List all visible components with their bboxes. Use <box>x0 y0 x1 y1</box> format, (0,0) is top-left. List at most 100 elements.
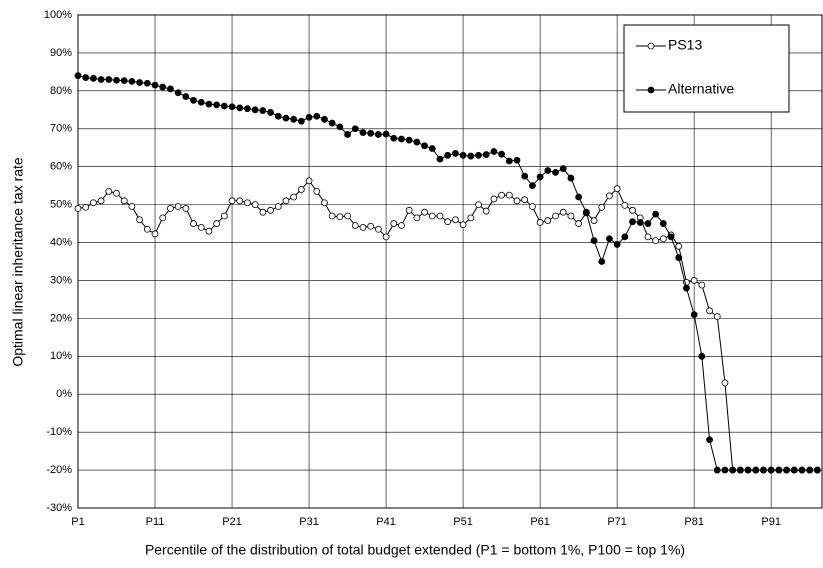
data-point <box>798 466 806 474</box>
data-point <box>482 207 490 215</box>
data-point <box>259 107 267 114</box>
data-point <box>529 182 536 190</box>
data-point <box>82 203 90 211</box>
data-point <box>305 113 313 121</box>
data-point <box>552 168 559 176</box>
data-point <box>505 191 513 199</box>
data-point <box>721 379 729 387</box>
data-point <box>97 76 105 83</box>
x-tick-label: P41 <box>376 516 396 528</box>
data-point <box>536 173 544 181</box>
legend-marker <box>647 42 655 50</box>
data-point <box>790 466 798 474</box>
data-point <box>74 72 82 80</box>
data-point <box>428 145 436 152</box>
data-point <box>282 114 290 122</box>
data-point <box>344 212 351 220</box>
data-point <box>305 177 313 185</box>
y-tick-label: 20% <box>50 312 72 324</box>
data-point <box>690 277 698 284</box>
data-point <box>567 212 575 220</box>
data-point <box>521 196 529 204</box>
data-point <box>544 217 552 224</box>
data-point <box>290 115 298 123</box>
data-point <box>136 216 144 224</box>
data-point <box>143 79 151 87</box>
data-point <box>582 208 590 216</box>
data-point <box>220 212 228 220</box>
data-point <box>606 192 613 200</box>
data-point <box>451 150 459 157</box>
data-point <box>344 131 351 138</box>
data-point <box>636 219 644 226</box>
data-point <box>598 203 606 211</box>
data-point <box>498 191 506 199</box>
data-point <box>505 157 513 165</box>
data-point <box>436 212 444 220</box>
data-point <box>621 201 629 209</box>
data-point <box>475 151 482 159</box>
data-point <box>113 76 120 84</box>
data-point <box>706 307 713 315</box>
data-point <box>652 237 660 245</box>
data-point <box>143 225 151 233</box>
x-tick-label: P11 <box>146 516 165 528</box>
data-point <box>128 77 136 85</box>
data-point <box>444 151 452 159</box>
data-point <box>328 119 336 127</box>
x-tick-label: P91 <box>761 516 781 528</box>
data-point <box>436 155 444 163</box>
data-point <box>259 208 267 216</box>
series-line <box>77 75 818 471</box>
data-point <box>513 156 521 164</box>
data-point <box>629 206 636 214</box>
data-point <box>120 77 128 85</box>
data-point <box>159 83 167 91</box>
data-point <box>713 466 721 474</box>
data-point <box>105 187 113 195</box>
data-point <box>367 129 375 137</box>
y-tick-label: 0% <box>56 388 72 400</box>
data-point <box>97 197 105 205</box>
data-point <box>459 221 467 229</box>
data-point <box>683 284 690 292</box>
data-point <box>321 199 328 207</box>
x-tick-label: P1 <box>71 516 84 528</box>
data-point <box>428 212 436 220</box>
data-point <box>413 214 421 222</box>
data-point <box>467 214 475 222</box>
x-tick-label: P21 <box>222 516 242 528</box>
legend-label: PS13 <box>668 37 702 53</box>
data-point <box>659 220 667 227</box>
data-point <box>552 212 559 220</box>
y-tick-label: 60% <box>50 161 72 173</box>
data-point <box>205 100 213 108</box>
data-point <box>82 74 90 81</box>
data-point <box>498 150 506 158</box>
data-point <box>90 74 97 82</box>
y-tick-label: 80% <box>50 85 72 97</box>
data-point <box>213 220 221 227</box>
data-point <box>321 115 328 123</box>
data-point <box>421 208 428 216</box>
data-point <box>736 466 744 474</box>
plot-border <box>77 14 823 509</box>
data-point <box>813 466 821 474</box>
data-point <box>467 152 475 160</box>
data-point <box>244 199 251 207</box>
data-point <box>667 233 675 241</box>
data-point <box>74 205 82 212</box>
data-point <box>351 222 359 229</box>
x-tick-label: P61 <box>530 516 550 528</box>
data-point <box>197 223 205 231</box>
data-point <box>590 217 598 224</box>
data-point <box>590 237 598 245</box>
data-point <box>228 103 236 111</box>
data-point <box>205 227 213 235</box>
data-point <box>806 466 814 474</box>
data-point <box>228 197 236 205</box>
data-point <box>690 311 698 318</box>
data-point <box>729 466 737 474</box>
data-point <box>267 206 274 214</box>
data-point <box>151 230 159 238</box>
